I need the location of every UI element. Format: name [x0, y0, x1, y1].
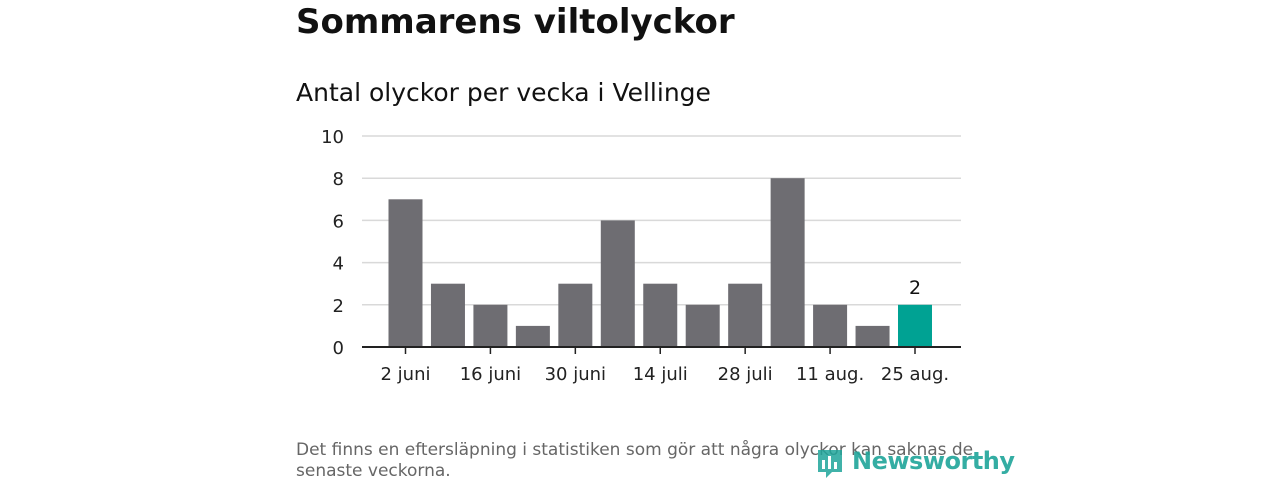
x-tick-label: 14 juli	[633, 364, 688, 385]
x-tick-label: 28 juli	[718, 364, 773, 385]
bar	[813, 304, 848, 347]
y-tick-label: 8	[333, 169, 344, 190]
y-tick-label: 6	[333, 211, 344, 232]
bar	[473, 304, 508, 347]
bar	[600, 220, 635, 347]
chart-title: Sommarens viltolyckor	[296, 2, 735, 42]
chart-subtitle: Antal olyckor per vecka i Vellinge	[296, 78, 711, 107]
gridlines	[362, 135, 961, 306]
newsworthy-logo: Newsworthy	[816, 446, 1015, 480]
bar	[430, 283, 465, 347]
bar	[855, 325, 890, 347]
bar	[558, 283, 593, 347]
x-tick-label: 16 juni	[460, 364, 521, 385]
data-labels: 2	[909, 277, 921, 299]
data-label-highlighted: 2	[909, 277, 921, 299]
bars	[388, 178, 932, 347]
bar	[770, 178, 805, 347]
x-tick-label: 11 aug.	[796, 364, 864, 385]
y-tick-label: 2	[333, 296, 344, 317]
bar	[388, 199, 423, 347]
y-axis-ticks: 0 2 4 6 8 10	[321, 127, 344, 359]
logo-text: Newsworthy	[852, 447, 1015, 475]
bar-highlighted	[898, 304, 932, 347]
x-tick-label: 2 juni	[381, 364, 431, 385]
y-tick-label: 0	[333, 338, 344, 359]
bar	[515, 325, 550, 347]
newsworthy-logo-icon	[818, 450, 842, 478]
bar	[685, 304, 720, 347]
bar	[728, 283, 763, 347]
bar	[643, 283, 678, 347]
y-tick-label: 4	[333, 254, 344, 275]
x-tick-label: 30 juni	[545, 364, 606, 385]
x-axis-ticks: 2 juni 16 juni 30 juni 14 juli 28 juli 11 aug…	[381, 347, 949, 385]
x-tick-label: 25 aug.	[881, 364, 949, 385]
footnote: Det finns en eftersläpning i statistiken…	[296, 440, 974, 481]
y-tick-label: 10	[321, 127, 344, 148]
